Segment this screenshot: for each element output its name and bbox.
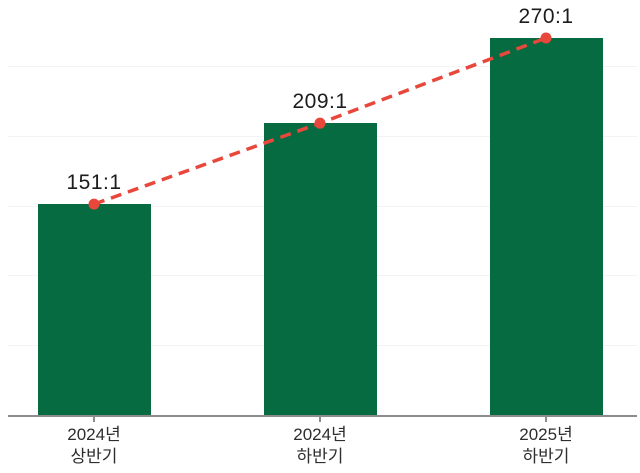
x-axis-tick-1: [319, 417, 321, 422]
category-label-line1: 2024년: [293, 425, 347, 444]
bar-0: [37, 204, 151, 415]
x-axis-line: [8, 415, 637, 417]
x-axis-tick-2: [545, 417, 547, 422]
category-label-line2: 하반기: [296, 447, 344, 466]
value-label-1: 209:1: [292, 90, 348, 114]
bar-2: [489, 38, 603, 415]
category-label-line2: 하반기: [522, 447, 570, 466]
x-axis-tick-0: [93, 417, 95, 422]
value-label-0: 151:1: [66, 171, 122, 195]
bar-1: [263, 123, 377, 415]
category-label-line2: 상반기: [70, 447, 118, 466]
category-label-line1: 2024년: [67, 425, 121, 444]
value-label-2: 270:1: [518, 5, 574, 28]
category-label-line1: 2025년: [519, 425, 573, 444]
